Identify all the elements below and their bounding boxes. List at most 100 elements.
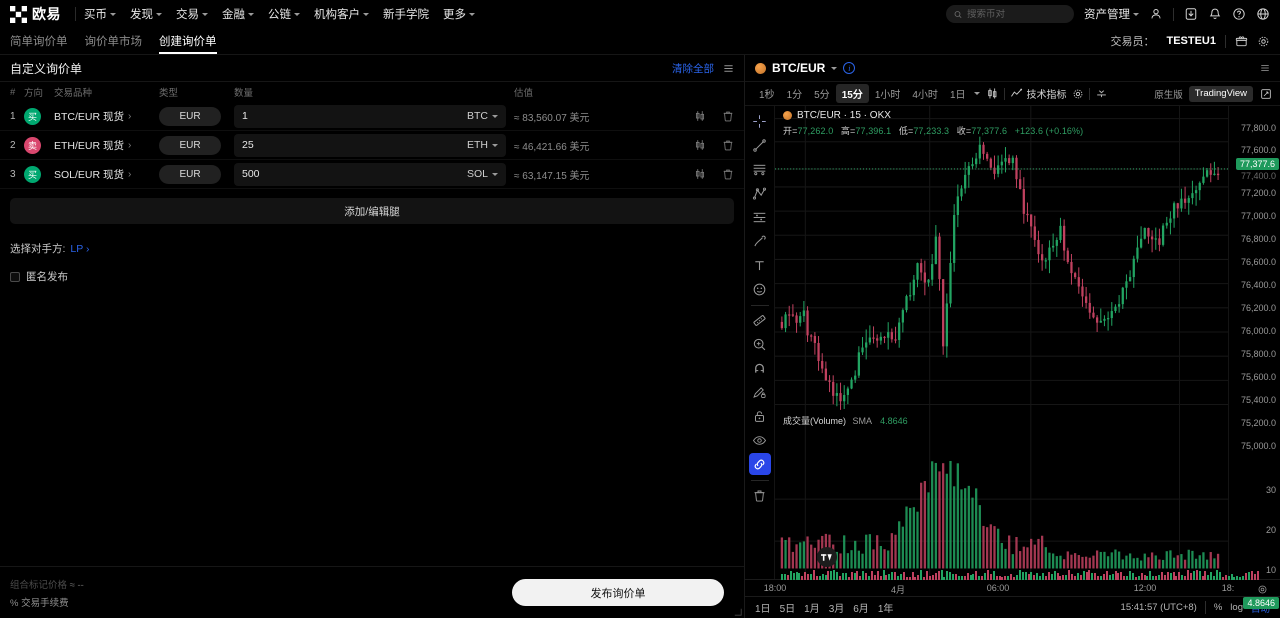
- crosshair-icon[interactable]: [749, 110, 771, 132]
- range-1d[interactable]: 1日: [755, 604, 771, 615]
- compare-icon[interactable]: [1095, 87, 1108, 100]
- unit-selector[interactable]: SOL: [467, 168, 498, 180]
- chart-plot-canvas[interactable]: BTC/EUR · 15 · OKX 开=77,262.0 高=77,396.1…: [775, 106, 1228, 579]
- brush-icon[interactable]: [749, 230, 771, 252]
- anonymous-checkbox[interactable]: [10, 271, 20, 282]
- download-icon[interactable]: [1184, 7, 1198, 21]
- counterparty-value[interactable]: LP ›: [70, 243, 89, 255]
- timeframe-4h[interactable]: 4小时: [912, 90, 938, 101]
- link-icon[interactable]: [748, 453, 771, 475]
- nav-item-chain[interactable]: 公链: [268, 6, 300, 22]
- nav-item-finance[interactable]: 金融: [222, 6, 254, 22]
- indicator-icon[interactable]: [1010, 87, 1023, 100]
- timeframe-1h[interactable]: 1小时: [874, 90, 901, 101]
- row-direction[interactable]: 买: [24, 165, 54, 183]
- chart-type-icon[interactable]: [986, 87, 999, 100]
- range-1mo[interactable]: 1月: [804, 604, 820, 615]
- timeframe-1m[interactable]: 1分: [786, 90, 803, 101]
- quantity-input[interactable]: [242, 110, 467, 122]
- timeframe-5m[interactable]: 5分: [814, 90, 830, 101]
- range-6mo[interactable]: 6月: [853, 604, 869, 615]
- auto-scale-toggle[interactable]: 自动: [1250, 603, 1270, 615]
- fib-pitchfork-icon[interactable]: [749, 182, 771, 204]
- instrument-selector[interactable]: ETH/EUR 现货 ›: [54, 138, 159, 153]
- price-axis[interactable]: 77,800.0 77,600.0 77,377.6 77,400.0 77,2…: [1228, 106, 1280, 609]
- quantity-input[interactable]: [242, 139, 467, 151]
- help-icon[interactable]: [1232, 7, 1246, 21]
- chevron-down-icon[interactable]: [831, 66, 838, 70]
- version-tradingview[interactable]: TradingView: [1188, 85, 1253, 102]
- nav-item-academy[interactable]: 新手学院: [383, 6, 429, 22]
- quantity-input[interactable]: [242, 168, 467, 180]
- nav-item-institutional[interactable]: 机构客户: [314, 6, 369, 22]
- percent-scale-toggle[interactable]: %: [1213, 602, 1223, 613]
- delete-icon[interactable]: [722, 168, 734, 180]
- pencil-lock-icon[interactable]: [749, 381, 771, 403]
- ruler-icon[interactable]: [749, 309, 771, 331]
- clear-all-button[interactable]: 清除全部: [672, 62, 714, 75]
- nav-item-discover[interactable]: 发现: [130, 6, 162, 22]
- user-icon[interactable]: [1149, 7, 1163, 21]
- tab-rfq-market[interactable]: 询价单市场: [85, 28, 143, 54]
- gear-icon[interactable]: [1072, 88, 1084, 100]
- time-axis[interactable]: 18:00 4月 06:00 12:00 18:: [745, 570, 1280, 596]
- search-input[interactable]: [966, 8, 1066, 20]
- nav-item-buy[interactable]: 买币: [84, 6, 116, 22]
- resize-handle-icon[interactable]: [734, 608, 742, 616]
- type-pill[interactable]: EUR: [159, 164, 221, 184]
- unit-selector[interactable]: ETH: [467, 139, 498, 151]
- anonymous-publish-row[interactable]: 匿名发布: [10, 269, 734, 284]
- delete-icon[interactable]: [722, 139, 734, 151]
- candlestick-icon[interactable]: [694, 139, 706, 151]
- tab-create-rfq[interactable]: 创建询价单: [159, 28, 217, 54]
- nav-item-more[interactable]: 更多: [443, 6, 475, 22]
- eye-icon[interactable]: [749, 429, 771, 451]
- text-icon[interactable]: [749, 254, 771, 276]
- okx-logo[interactable]: 欧易: [10, 4, 61, 24]
- add-edit-leg-button[interactable]: 添加/编辑腿: [10, 198, 734, 224]
- quantity-field[interactable]: BTC: [234, 104, 506, 128]
- tab-simple-rfq[interactable]: 简单询价单: [10, 28, 68, 54]
- fib-retracement-icon[interactable]: [749, 206, 771, 228]
- chart-navigator[interactable]: [745, 570, 1280, 580]
- gift-icon[interactable]: [1235, 35, 1248, 48]
- globe-icon[interactable]: [1256, 7, 1270, 21]
- chevron-down-icon[interactable]: [973, 92, 980, 95]
- nav-item-trade[interactable]: 交易: [176, 6, 208, 22]
- trendline-icon[interactable]: [749, 134, 771, 156]
- log-scale-toggle[interactable]: log: [1230, 602, 1243, 613]
- gear-icon[interactable]: [1257, 35, 1270, 48]
- candlestick-icon[interactable]: [694, 168, 706, 180]
- quantity-field[interactable]: ETH: [234, 133, 506, 157]
- range-5d[interactable]: 5日: [779, 604, 796, 615]
- chart-menu-icon[interactable]: [1260, 63, 1270, 73]
- magnet-icon[interactable]: [749, 357, 771, 379]
- timeframe-15m[interactable]: 15分: [835, 84, 869, 103]
- candlestick-icon[interactable]: [694, 110, 706, 122]
- unit-selector[interactable]: BTC: [467, 110, 498, 122]
- publish-rfq-button[interactable]: 发布询价单: [512, 579, 724, 606]
- menu-icon[interactable]: [723, 63, 734, 74]
- lock-icon[interactable]: [749, 405, 771, 427]
- instrument-selector[interactable]: BTC/EUR 现货 ›: [54, 109, 159, 124]
- fullscreen-icon[interactable]: [1260, 88, 1272, 100]
- info-icon[interactable]: i: [843, 62, 856, 74]
- range-1y[interactable]: 1年: [877, 604, 894, 615]
- quantity-field[interactable]: SOL: [234, 162, 506, 186]
- row-direction[interactable]: 买: [24, 107, 54, 125]
- asset-management-menu[interactable]: 资产管理: [1084, 6, 1139, 22]
- row-direction[interactable]: 卖: [24, 136, 54, 154]
- version-native[interactable]: 原生版: [1154, 89, 1183, 101]
- bell-icon[interactable]: [1208, 7, 1222, 21]
- emoji-icon[interactable]: [749, 278, 771, 300]
- timeframe-1d[interactable]: 1日: [949, 90, 966, 101]
- instrument-selector[interactable]: SOL/EUR 现货 ›: [54, 167, 159, 182]
- indicators-button[interactable]: 技术指标: [1026, 90, 1067, 101]
- search-box[interactable]: [946, 5, 1074, 23]
- range-3mo[interactable]: 3月: [828, 604, 845, 615]
- type-pill[interactable]: EUR: [159, 106, 221, 126]
- zoom-icon[interactable]: [749, 333, 771, 355]
- time-axis-settings-icon[interactable]: [1257, 582, 1268, 600]
- horizontal-lines-icon[interactable]: [749, 158, 771, 180]
- delete-icon[interactable]: [722, 110, 734, 122]
